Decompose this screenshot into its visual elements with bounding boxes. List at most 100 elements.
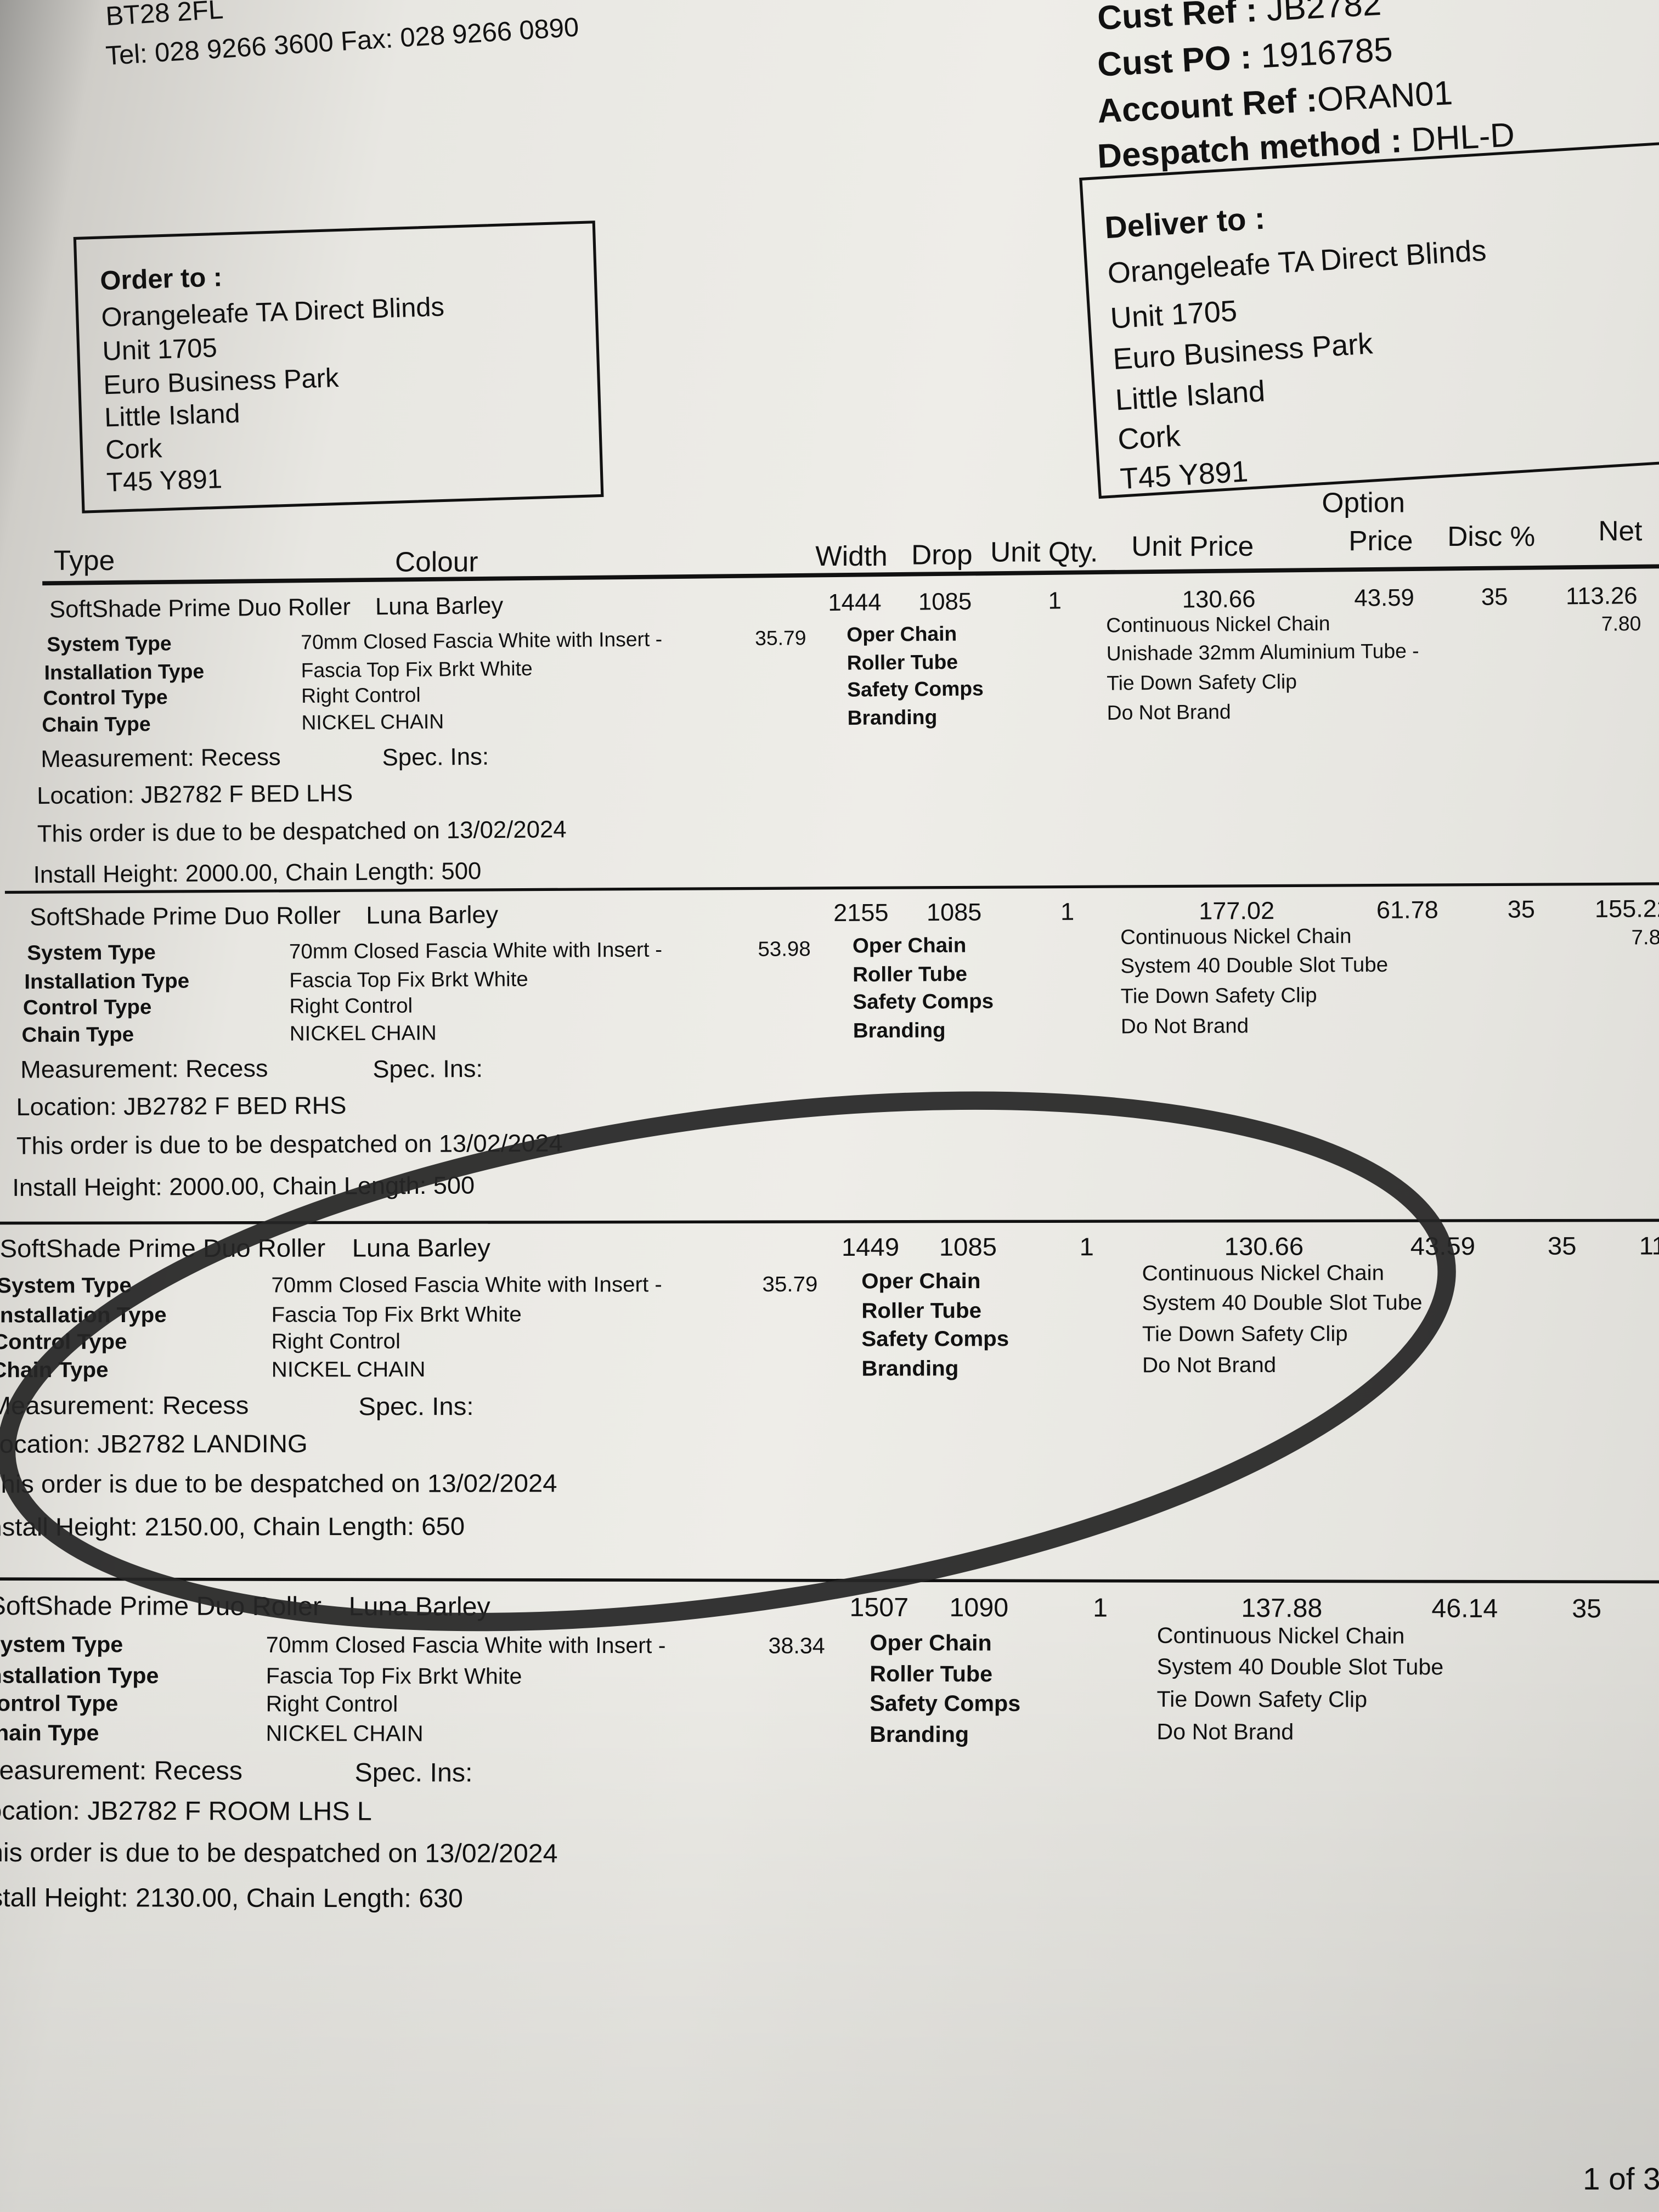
deliver-to-line: Unit 1705 (1109, 295, 1238, 336)
col-disc: Disc % (1447, 522, 1536, 553)
item-option-price: 46.14 (1431, 1594, 1498, 1624)
item-width: 1507 (849, 1593, 909, 1623)
item-net: 155.22 (1594, 895, 1659, 923)
label-chain-type: Chain Type (42, 714, 151, 738)
item-colour: Luna Barley (375, 592, 504, 620)
item-installation-type: Fascia Top Fix Brkt White (271, 1304, 522, 1328)
label-branding: Branding (847, 707, 938, 731)
item-location: Location: JB2782 F BED RHS (16, 1092, 347, 1121)
label-system-type: System Type (0, 1274, 132, 1299)
item-control-type: Right Control (266, 1692, 398, 1718)
item-control-type: Right Control (301, 685, 421, 709)
item-safety-comps: Tie Down Safety Clip (1156, 1688, 1368, 1713)
deliver-to-line: Cork (1116, 420, 1182, 457)
item-name: SoftShade Prime Duo Roller (0, 1234, 326, 1263)
item-chain-type: NICKEL CHAIN (271, 1358, 426, 1383)
item-install-height: Install Height: 2150.00, Chain Length: 6… (0, 1513, 465, 1542)
label-safety-comps: Safety Comps (847, 678, 984, 702)
label-control-type: Control Type (43, 687, 168, 711)
item-installation-type: Fascia Top Fix Brkt White (289, 968, 528, 994)
label-branding: Branding (861, 1357, 959, 1382)
label-spec-ins: Spec. Ins: (358, 1392, 474, 1421)
item-oper-chain: Continuous Nickel Chain (1106, 613, 1330, 638)
item-unit-price: 137.88 (1241, 1593, 1323, 1623)
item-name: SoftShade Prime Duo Roller (49, 594, 351, 623)
col-colour: Colour (394, 547, 478, 579)
cust-ref-label: Cust Ref : (1096, 0, 1259, 38)
label-safety-comps: Safety Comps (861, 1328, 1009, 1352)
item-safety-comps: Tie Down Safety Clip (1107, 671, 1297, 696)
deliver-to-title: Deliver to : (1103, 200, 1266, 246)
cust-po-value: 1916785 (1260, 31, 1394, 76)
item-chain-type: NICKEL CHAIN (301, 711, 444, 736)
item-width: 2155 (833, 899, 889, 927)
item-location: Location: JB2782 F ROOM LHS L (0, 1796, 372, 1827)
item-despatch-note: This order is due to be despatched on 13… (0, 1838, 558, 1869)
item-width: 1449 (841, 1233, 900, 1262)
item-oper-chain: Continuous Nickel Chain (1156, 1624, 1405, 1650)
col-drop: Drop (911, 540, 973, 572)
col-type: Type (53, 546, 115, 577)
item-branding: Do Not Brand (1142, 1354, 1277, 1379)
item-option-price: 43.59 (1410, 1232, 1476, 1261)
deliver-to-line: T45 Y891 (1119, 455, 1249, 496)
label-branding: Branding (870, 1723, 969, 1748)
label-oper-chain: Oper Chain (852, 935, 967, 959)
col-option-price-line2: Price (1348, 526, 1413, 557)
label-measurement: Measurement: Recess (41, 743, 281, 773)
label-spec-ins: Spec. Ins: (382, 743, 489, 771)
cust-po-label: Cust PO : (1096, 38, 1253, 85)
item-drop: 1085 (939, 1233, 997, 1262)
order-to-line: Euro Business Park (103, 364, 340, 402)
label-control-type: Control Type (0, 1331, 127, 1355)
cust-po: Cust PO : 1916785 (1097, 31, 1393, 85)
label-control-type: Control Type (0, 1692, 119, 1718)
item-location: Location: JB2782 F BED LHS (37, 780, 353, 810)
label-roller-tube: Roller Tube (853, 963, 968, 988)
item-safety-comps: Tie Down Safety Clip (1120, 985, 1317, 1009)
label-chain-type: Chain Type (21, 1024, 134, 1048)
item-name: SoftShade Prime Duo Roller (30, 902, 341, 932)
item-install-height: Install Height: 2000.00, Chain Length: 5… (33, 857, 482, 889)
item-safety-comps: Tie Down Safety Clip (1142, 1323, 1348, 1347)
item-branding: Do Not Brand (1156, 1720, 1294, 1746)
label-spec-ins: Spec. Ins: (373, 1055, 483, 1084)
item-disc: 35 (1507, 896, 1536, 924)
item-disc: 35 (1547, 1232, 1577, 1261)
item-unit-price: 177.02 (1199, 897, 1275, 926)
item-system-price: 38.34 (768, 1634, 825, 1660)
col-unit-price: Unit Price (1131, 532, 1254, 563)
item-colour: Luna Barley (366, 901, 499, 929)
item-roller-tube: System 40 Double Slot Tube (1120, 954, 1389, 979)
item-branding: Do Not Brand (1107, 701, 1231, 726)
item-oper-chain: Continuous Nickel Chain (1120, 926, 1352, 950)
label-roller-tube: Roller Tube (870, 1662, 993, 1688)
deliver-to-line: Euro Business Park (1111, 328, 1374, 376)
item-despatch-note: This order is due to be despatched on 13… (37, 816, 567, 848)
order-to-line: T45 Y891 (106, 465, 223, 499)
col-width: Width (815, 541, 888, 573)
label-system-type: System Type (47, 633, 172, 657)
deliver-to-line: Little Island (1114, 375, 1266, 417)
item-despatch-note: This order is due to be despatched on 13… (16, 1130, 563, 1160)
item-installation-type: Fascia Top Fix Brkt White (301, 658, 533, 683)
label-installation-type: Installation Type (24, 970, 190, 995)
item-qty: 1 (1048, 587, 1062, 614)
order-item: SoftShade Prime Duo Roller Luna Barley 150… (0, 1577, 1659, 2013)
account-ref-value: ORAN01 (1316, 74, 1454, 120)
col-option-price-line1: Option (1322, 488, 1405, 520)
item-branding: Do Not Brand (1120, 1015, 1249, 1040)
item-despatch-note: This order is due to be despatched on 13… (0, 1469, 557, 1499)
label-system-type: System Type (0, 1633, 123, 1658)
label-measurement: Measurement: Recess (20, 1055, 268, 1084)
item-chain-type: NICKEL CHAIN (289, 1022, 437, 1047)
item-system-type: 70mm Closed Fascia White with Insert - (289, 939, 663, 964)
item-unit-price: 130.66 (1182, 585, 1256, 613)
item-name: SoftShade Prime Duo Roller (0, 1591, 322, 1622)
deliver-to-box: Deliver to : Orangeleafe TA Direct Blind… (1079, 141, 1659, 499)
deliver-to-line: Orangeleafe TA Direct Blinds (1107, 235, 1487, 291)
order-to-line: Orangeleafe TA Direct Blinds (100, 293, 445, 334)
item-install-height: Install Height: 2000.00, Chain Length: 5… (12, 1172, 475, 1202)
label-safety-comps: Safety Comps (853, 991, 994, 1015)
